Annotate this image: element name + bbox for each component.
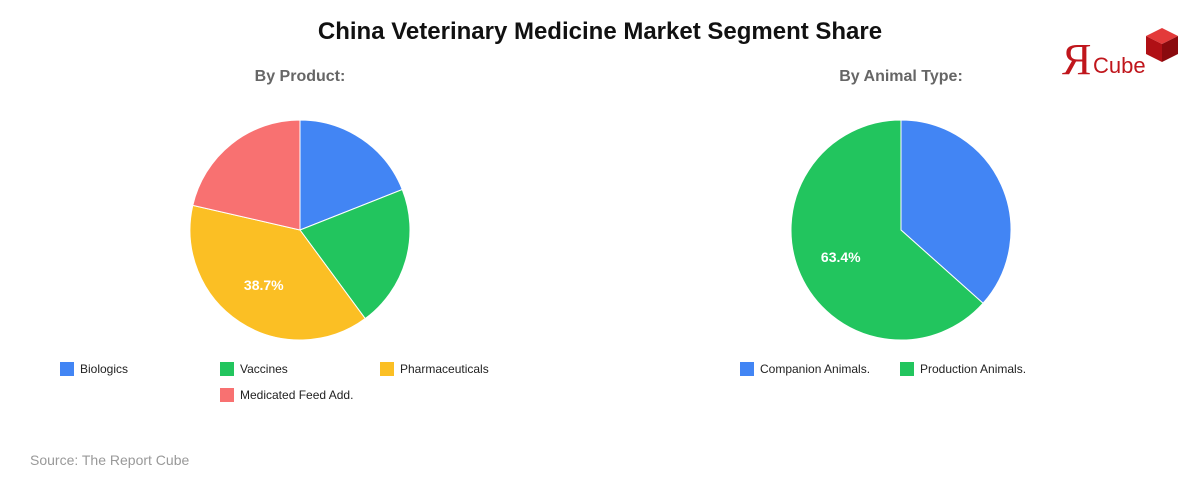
- legend-swatch: [220, 388, 234, 402]
- data-label-pharmaceuticals: 38.7%: [244, 277, 284, 293]
- legend-swatch: [220, 362, 234, 376]
- legend-label: Biologics: [80, 362, 129, 376]
- report-cube-logo: Я Cube: [1060, 26, 1185, 86]
- product-chart-title: By Product:: [254, 68, 346, 85]
- pie-slice-pharmaceuticals[interactable]: [189, 204, 366, 341]
- legend-label: Medicated Feed Add.: [240, 388, 354, 402]
- pie-slice-companion-animals[interactable]: [900, 119, 1012, 304]
- pie-slice-production-animals[interactable]: [790, 119, 984, 341]
- pie-slice-medicated-feed-add[interactable]: [192, 119, 301, 231]
- legend-swatch: [900, 362, 914, 376]
- legend-label: Vaccines: [240, 362, 288, 376]
- legend-label: Pharmaceuticals: [400, 362, 489, 376]
- animal-chart-title: By Animal Type:: [839, 68, 963, 85]
- data-label-production-animals: 63.4%: [821, 249, 861, 265]
- logo-text: Cube: [1093, 53, 1146, 78]
- legend-swatch: [740, 362, 754, 376]
- logo-mark: Я: [1062, 35, 1092, 84]
- source-note: Source: The Report Cube: [30, 452, 190, 468]
- cube-icon: [1146, 28, 1178, 62]
- pie-slice-biologics[interactable]: [299, 119, 403, 231]
- legend-label: Companion Animals.: [760, 362, 871, 376]
- legend-swatch: [60, 362, 74, 376]
- pie-slice-vaccines[interactable]: [299, 188, 411, 320]
- legend-swatch: [380, 362, 394, 376]
- animal-pie-chart: 63.4%: [790, 119, 1012, 341]
- product-pie-chart: 38.7%: [189, 119, 411, 341]
- chart-title: China Veterinary Medicine Market Segment…: [317, 18, 883, 45]
- legend-label: Production Animals.: [920, 362, 1027, 376]
